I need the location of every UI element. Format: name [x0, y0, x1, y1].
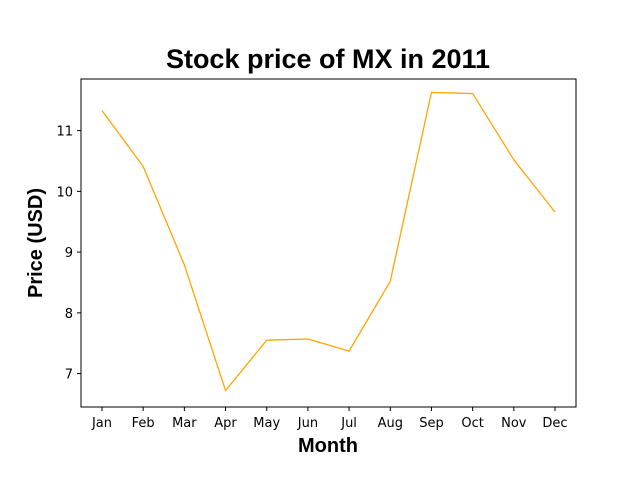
x-tick-label: Nov	[501, 416, 527, 431]
x-tick-label: May	[253, 416, 280, 431]
plot-frame	[80, 78, 577, 408]
x-axis-label: Month	[298, 435, 358, 457]
chart-title: Stock price of MX in 2011	[166, 44, 490, 74]
y-tick-label: 10	[56, 185, 73, 200]
y-axis-label: Price (USD)	[25, 188, 47, 298]
x-tick-label: Feb	[132, 416, 155, 431]
y-tick-label: 7	[65, 368, 73, 383]
x-tick-label: Dec	[542, 416, 567, 431]
y-tick-label: 9	[65, 246, 73, 261]
x-tick-label: Aug	[378, 416, 403, 431]
x-tick-label: Jan	[91, 416, 112, 431]
x-tick-label: Sep	[419, 416, 444, 431]
plot-area	[80, 78, 577, 408]
series-line-0	[101, 91, 556, 392]
x-tick-label: Oct	[461, 416, 483, 431]
x-tick-label: Jun	[297, 416, 318, 431]
axis-ticks: Jan Feb Mar Apr May Jun Jul Aug Sep Oct Nov Dec 7 8 9 1…	[56, 125, 567, 431]
x-tick-label: Apr	[214, 416, 237, 431]
y-tick-label: 8	[65, 307, 73, 322]
y-tick-label: 11	[56, 125, 73, 140]
x-tick-label: Mar	[172, 416, 197, 431]
x-tick-label: Jul	[340, 416, 357, 431]
